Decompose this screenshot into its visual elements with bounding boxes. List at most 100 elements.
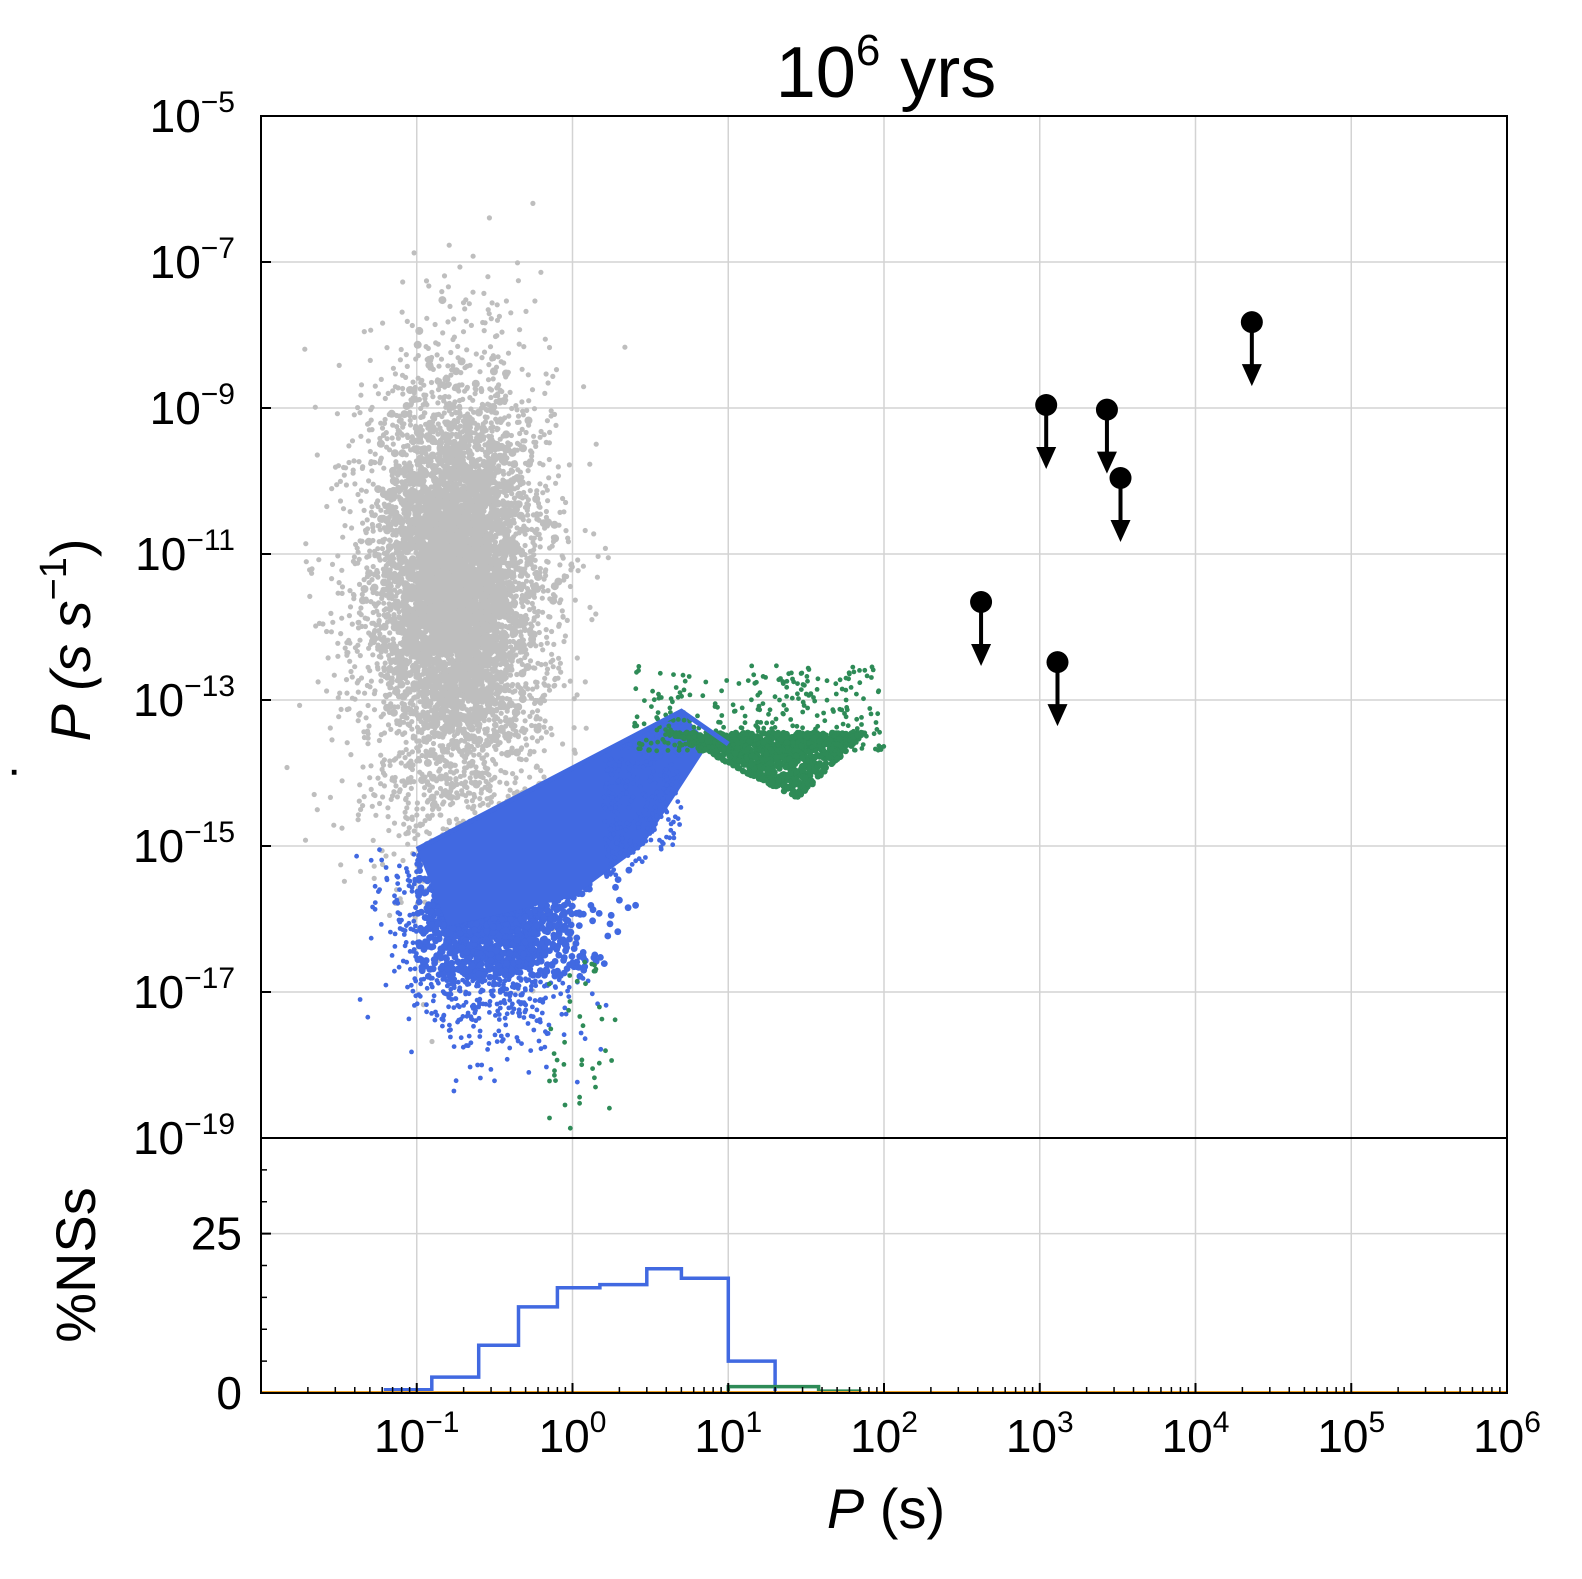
gray-point xyxy=(393,756,399,762)
gray-point xyxy=(417,758,423,764)
gray-point xyxy=(314,452,320,458)
gray-point xyxy=(336,580,342,586)
gray-point xyxy=(434,790,440,796)
gray-point xyxy=(368,327,374,333)
gray-point xyxy=(497,436,503,442)
gray-point xyxy=(389,793,396,799)
top-scatter-layer xyxy=(284,200,887,1131)
gray-point xyxy=(403,739,409,745)
gray-point xyxy=(339,615,345,621)
gray-point xyxy=(541,748,547,754)
gray-point xyxy=(386,674,392,680)
gray-point xyxy=(506,413,512,419)
gray-point xyxy=(370,528,376,534)
gray-point xyxy=(507,389,513,395)
gray-point xyxy=(382,660,388,666)
gray-point xyxy=(518,768,524,774)
gray-point xyxy=(368,417,374,423)
gray-point xyxy=(379,425,386,431)
gray-point xyxy=(446,242,452,248)
gray-point xyxy=(344,706,350,713)
gray-point xyxy=(397,718,403,724)
gray-point xyxy=(486,215,492,221)
gray-point xyxy=(423,278,430,284)
gray-point xyxy=(387,630,393,636)
gray-point xyxy=(549,732,555,738)
gray-point xyxy=(462,306,468,312)
gray-point xyxy=(360,764,366,770)
gray-point xyxy=(360,520,366,526)
gray-point xyxy=(400,424,406,430)
gray-point xyxy=(424,315,430,321)
gray-point xyxy=(559,608,565,614)
gray-point xyxy=(481,328,487,334)
gray-point xyxy=(394,794,400,800)
gray-point xyxy=(387,685,393,691)
gray-point xyxy=(343,482,349,488)
gray-point xyxy=(513,717,519,723)
gray-point xyxy=(372,383,378,389)
gray-point xyxy=(385,722,392,728)
gray-point xyxy=(393,783,399,789)
gray-point xyxy=(375,546,381,552)
gray-point xyxy=(453,776,459,782)
gray-point xyxy=(472,391,478,397)
gray-point xyxy=(338,706,344,713)
gray-point xyxy=(467,362,473,368)
gray-point xyxy=(467,775,473,781)
gray-point xyxy=(534,526,540,533)
gray-point xyxy=(479,787,485,793)
gray-point xyxy=(403,374,409,380)
gray-point xyxy=(437,812,443,818)
gray-point xyxy=(530,539,536,546)
gray-point xyxy=(498,768,504,774)
gray-point xyxy=(546,344,553,351)
gray-point xyxy=(482,320,488,326)
gray-point xyxy=(328,629,334,635)
gray-point xyxy=(383,648,389,654)
gray-point xyxy=(335,463,342,469)
gray-point xyxy=(396,833,402,839)
gray-point xyxy=(393,504,399,510)
gray-point xyxy=(575,568,581,574)
gray-point xyxy=(544,670,550,676)
gray-point xyxy=(482,765,488,771)
gray-point xyxy=(357,710,363,716)
gray-point xyxy=(453,795,459,801)
gray-point xyxy=(572,597,578,603)
gray-point xyxy=(346,613,352,619)
gray-point xyxy=(446,742,452,749)
gray-point xyxy=(370,481,376,487)
gray-point xyxy=(507,665,513,671)
gray-point xyxy=(511,495,517,501)
gray-point xyxy=(484,796,490,802)
gray-point xyxy=(445,319,451,325)
gray-point xyxy=(540,696,546,703)
gray-point xyxy=(459,788,465,794)
gray-point xyxy=(347,588,353,594)
gray-point xyxy=(552,676,558,683)
gray-point xyxy=(485,802,491,808)
gray-point xyxy=(509,771,516,777)
gray-point xyxy=(366,723,372,729)
gray-point xyxy=(505,350,512,356)
gray-point xyxy=(512,780,518,786)
gray-point xyxy=(397,357,403,363)
gray-point xyxy=(403,831,409,837)
gray-point xyxy=(365,664,371,670)
gray-point xyxy=(526,398,532,404)
gray-point xyxy=(314,807,320,813)
gray-point xyxy=(595,553,601,560)
gray-point xyxy=(520,725,526,731)
gray-point xyxy=(409,719,415,725)
gray-point xyxy=(346,637,352,644)
gray-point xyxy=(374,567,380,574)
gray-point xyxy=(429,389,435,395)
gray-point xyxy=(477,369,483,375)
gray-point xyxy=(351,458,357,464)
gray-point xyxy=(380,770,387,776)
gray-point xyxy=(520,412,527,418)
gray-point xyxy=(378,420,384,426)
gray-point xyxy=(518,629,524,635)
gray-point xyxy=(540,462,546,468)
